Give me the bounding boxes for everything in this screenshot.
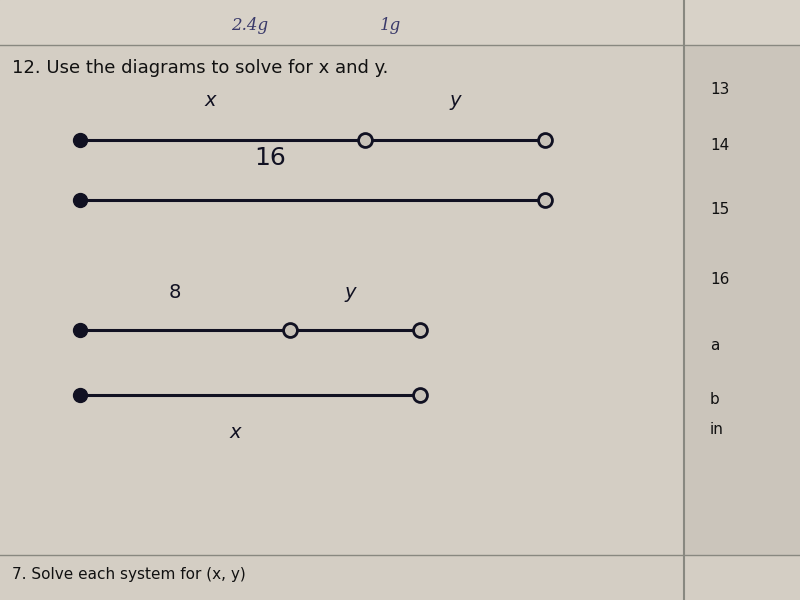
Text: 7. Solve each system for (x, y): 7. Solve each system for (x, y) bbox=[12, 568, 246, 583]
Text: a: a bbox=[710, 337, 719, 352]
Bar bbox=[0, 555, 800, 600]
Text: 14: 14 bbox=[710, 137, 730, 152]
Text: 2.4g: 2.4g bbox=[231, 16, 269, 34]
Text: 16: 16 bbox=[710, 272, 730, 287]
Text: b: b bbox=[710, 392, 720, 407]
Text: y: y bbox=[450, 91, 461, 110]
Text: 16: 16 bbox=[254, 146, 286, 170]
Text: 13: 13 bbox=[710, 82, 730, 97]
Text: x: x bbox=[230, 423, 241, 442]
Text: in: in bbox=[710, 422, 724, 437]
Text: 1g: 1g bbox=[379, 16, 401, 34]
Text: 8: 8 bbox=[169, 283, 181, 302]
Text: 12. Use the diagrams to solve for x and y.: 12. Use the diagrams to solve for x and … bbox=[12, 59, 388, 77]
Bar bbox=[684, 45, 800, 555]
Bar bbox=[0, 0, 800, 45]
Text: 15: 15 bbox=[710, 202, 730, 217]
Bar bbox=[0, 45, 684, 555]
Text: y: y bbox=[344, 283, 356, 302]
Text: x: x bbox=[204, 91, 216, 110]
